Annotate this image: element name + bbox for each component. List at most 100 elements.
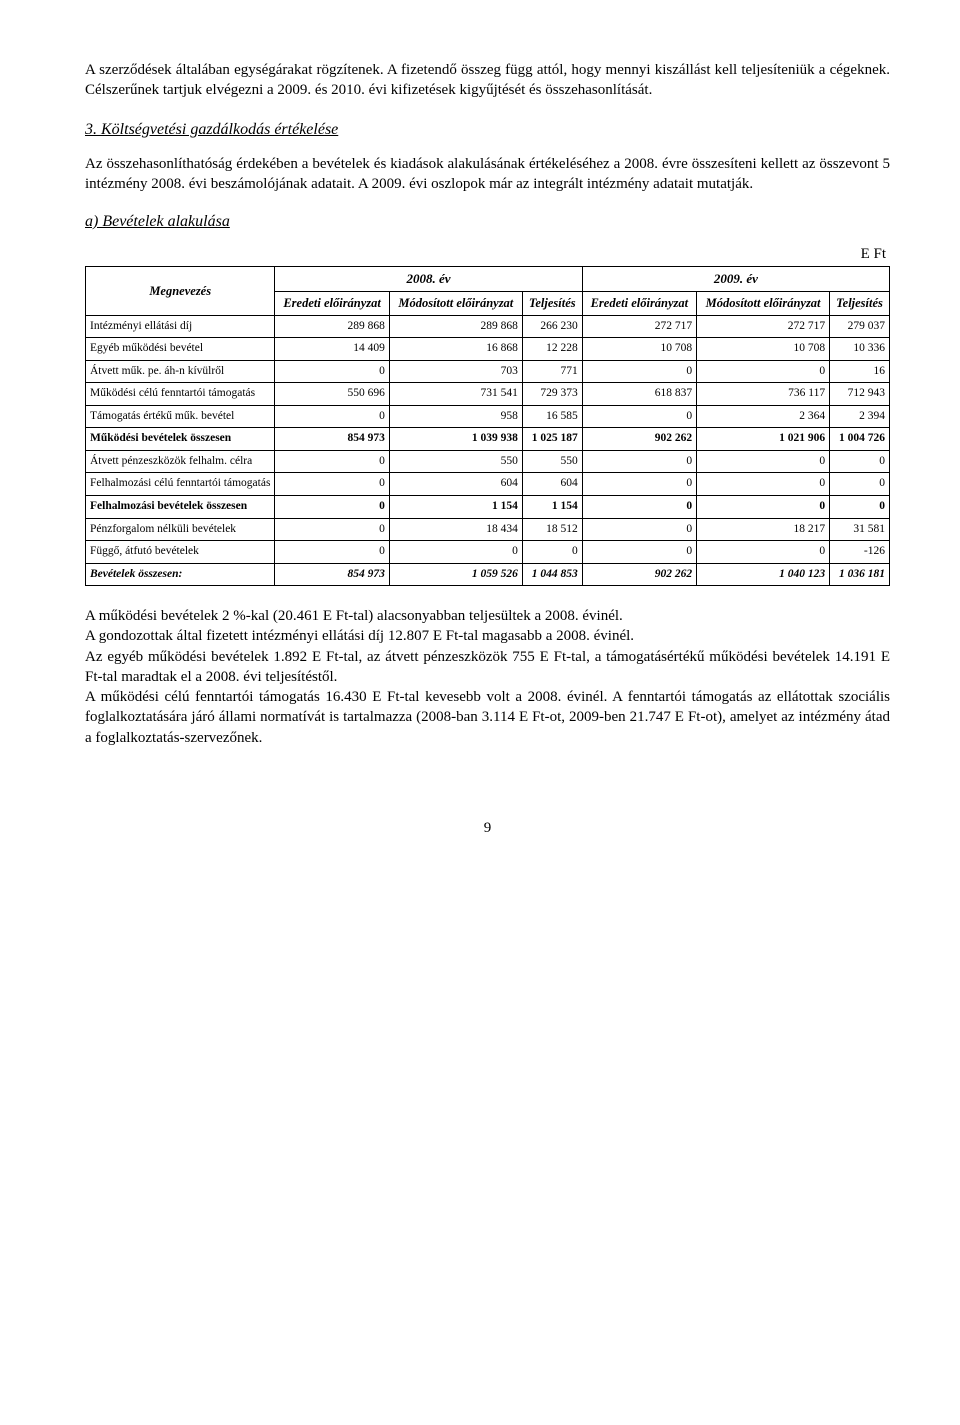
- cell-value: 854 973: [275, 563, 389, 586]
- cell-value: 604: [522, 473, 582, 496]
- table-row: Intézményi ellátási díj289 868289 868266…: [86, 315, 890, 338]
- row-label: Felhalmozási bevételek összesen: [86, 495, 275, 518]
- cell-value: 0: [697, 360, 830, 383]
- cell-value: 10 708: [697, 338, 830, 361]
- cell-value: 604: [389, 473, 522, 496]
- cell-value: 0: [275, 450, 389, 473]
- cell-value: 289 868: [389, 315, 522, 338]
- subsection-a-heading: a) Bevételek alakulása: [85, 211, 890, 233]
- row-label: Intézményi ellátási díj: [86, 315, 275, 338]
- paragraph-summary-3: Az egyéb működési bevételek 1.892 E Ft-t…: [85, 647, 890, 688]
- table-row: Átvett pénzeszközök felhalm. célra055055…: [86, 450, 890, 473]
- cell-value: 279 037: [830, 315, 890, 338]
- unit-label: E Ft: [85, 244, 890, 264]
- cell-value: 10 708: [582, 338, 696, 361]
- table-row: Támogatás értékű műk. bevétel095816 5850…: [86, 405, 890, 428]
- cell-value: 0: [582, 495, 696, 518]
- table-body: Intézményi ellátási díj289 868289 868266…: [86, 315, 890, 585]
- cell-value: 1 154: [389, 495, 522, 518]
- cell-value: 289 868: [275, 315, 389, 338]
- cell-value: 1 036 181: [830, 563, 890, 586]
- cell-value: 0: [830, 473, 890, 496]
- table-header-years: Megnevezés 2008. év 2009. év: [86, 267, 890, 292]
- col-teljesites-2: Teljesítés: [830, 291, 890, 315]
- cell-value: 18 434: [389, 518, 522, 541]
- paragraph-summary-4: A működési célú fenntartói támogatás 16.…: [85, 687, 890, 748]
- table-row: Pénzforgalom nélküli bevételek018 43418 …: [86, 518, 890, 541]
- col-megnevezes: Megnevezés: [86, 267, 275, 315]
- table-row: Működési bevételek összesen854 9731 039 …: [86, 428, 890, 451]
- cell-value: 16 868: [389, 338, 522, 361]
- row-label: Működési célú fenntartói támogatás: [86, 383, 275, 406]
- cell-value: 10 336: [830, 338, 890, 361]
- cell-value: 854 973: [275, 428, 389, 451]
- cell-value: 0: [582, 473, 696, 496]
- cell-value: 2 394: [830, 405, 890, 428]
- cell-value: 550: [389, 450, 522, 473]
- cell-value: 31 581: [830, 518, 890, 541]
- section-3-heading: 3. Költségvetési gazdálkodás értékelése: [85, 119, 890, 141]
- page-number: 9: [85, 818, 890, 838]
- row-label: Átvett pénzeszközök felhalm. célra: [86, 450, 275, 473]
- row-label: Függő, átfutó bevételek: [86, 541, 275, 564]
- col-teljesites-1: Teljesítés: [522, 291, 582, 315]
- cell-value: 1 040 123: [697, 563, 830, 586]
- cell-value: 0: [582, 450, 696, 473]
- cell-value: 0: [830, 450, 890, 473]
- revenue-table-wrap: E Ft Megnevezés 2008. év 2009. év Eredet…: [85, 244, 890, 586]
- cell-value: 14 409: [275, 338, 389, 361]
- table-row: Felhalmozási bevételek összesen01 1541 1…: [86, 495, 890, 518]
- cell-value: 18 217: [697, 518, 830, 541]
- cell-value: 272 717: [582, 315, 696, 338]
- table-row: Függő, átfutó bevételek00000-126: [86, 541, 890, 564]
- cell-value: 2 364: [697, 405, 830, 428]
- row-label: Felhalmozási célú fenntartói támogatás: [86, 473, 275, 496]
- cell-value: 16 585: [522, 405, 582, 428]
- cell-value: 729 373: [522, 383, 582, 406]
- cell-value: 902 262: [582, 563, 696, 586]
- paragraph-summary-1: A működési bevételek 2 %-kal (20.461 E F…: [85, 606, 890, 626]
- col-eredeti-2: Eredeti előirányzat: [582, 291, 696, 315]
- cell-value: 0: [582, 360, 696, 383]
- cell-value: 0: [830, 495, 890, 518]
- col-year-2009: 2009. év: [582, 267, 889, 292]
- cell-value: 731 541: [389, 383, 522, 406]
- cell-value: 0: [697, 495, 830, 518]
- cell-value: 1 021 906: [697, 428, 830, 451]
- cell-value: 18 512: [522, 518, 582, 541]
- col-modositott-2: Módosított előirányzat: [697, 291, 830, 315]
- cell-value: 12 228: [522, 338, 582, 361]
- cell-value: 0: [275, 518, 389, 541]
- col-year-2008: 2008. év: [275, 267, 582, 292]
- cell-value: 958: [389, 405, 522, 428]
- cell-value: 1 025 187: [522, 428, 582, 451]
- cell-value: 550 696: [275, 383, 389, 406]
- cell-value: -126: [830, 541, 890, 564]
- table-row: Működési célú fenntartói támogatás550 69…: [86, 383, 890, 406]
- cell-value: 703: [389, 360, 522, 383]
- cell-value: 0: [582, 541, 696, 564]
- cell-value: 771: [522, 360, 582, 383]
- cell-value: 0: [697, 541, 830, 564]
- cell-value: 550: [522, 450, 582, 473]
- cell-value: 0: [389, 541, 522, 564]
- cell-value: 0: [697, 473, 830, 496]
- cell-value: 736 117: [697, 383, 830, 406]
- cell-value: 1 004 726: [830, 428, 890, 451]
- cell-value: 1 044 853: [522, 563, 582, 586]
- cell-value: 902 262: [582, 428, 696, 451]
- col-eredeti-1: Eredeti előirányzat: [275, 291, 389, 315]
- row-label: Egyéb működési bevétel: [86, 338, 275, 361]
- row-label: Támogatás értékű műk. bevétel: [86, 405, 275, 428]
- cell-value: 0: [275, 541, 389, 564]
- cell-value: 1 059 526: [389, 563, 522, 586]
- revenue-table: Megnevezés 2008. év 2009. év Eredeti elő…: [85, 266, 890, 586]
- col-modositott-1: Módosított előirányzat: [389, 291, 522, 315]
- paragraph-methodology: Az összehasonlíthatóság érdekében a bevé…: [85, 154, 890, 195]
- cell-value: 0: [522, 541, 582, 564]
- paragraph-summary-2: A gondozottak által fizetett intézményi …: [85, 626, 890, 646]
- cell-value: 0: [697, 450, 830, 473]
- cell-value: 16: [830, 360, 890, 383]
- cell-value: 712 943: [830, 383, 890, 406]
- cell-value: 266 230: [522, 315, 582, 338]
